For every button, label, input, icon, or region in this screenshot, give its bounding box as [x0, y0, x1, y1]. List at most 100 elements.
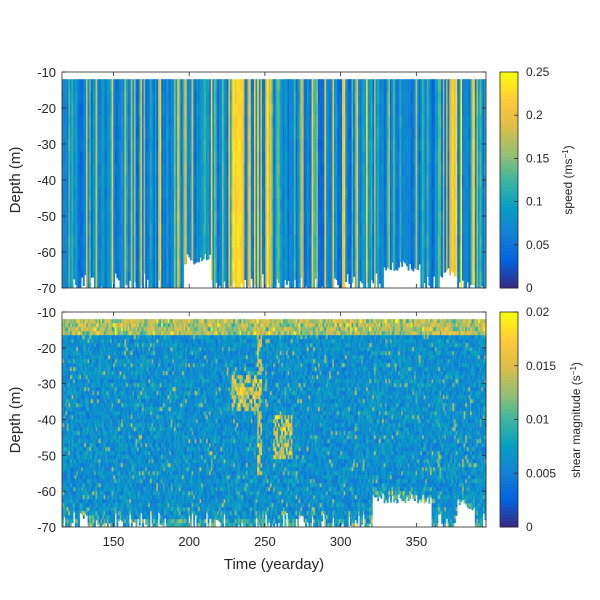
speed-colorbar-step — [500, 248, 518, 252]
speed-cell — [350, 283, 352, 288]
speed-cell — [222, 283, 224, 288]
speed-colorbar-step — [500, 214, 518, 218]
speed-colorbar-step — [500, 123, 518, 127]
speed-y-tick-label: -40 — [37, 173, 56, 188]
speed-colorbar-step — [500, 254, 518, 258]
speed-cell — [444, 271, 446, 272]
speed-colorbar-step — [500, 72, 518, 76]
speed-colorbar-step — [500, 224, 518, 228]
speed-colorbar-tick-label: 0.05 — [526, 238, 550, 252]
speed-cell — [358, 283, 360, 288]
speed-colorbar-step — [500, 96, 518, 100]
speed-colorbar-step — [500, 143, 518, 147]
speed-colorbar-step — [500, 92, 518, 96]
speed-colorbar-step — [500, 173, 518, 177]
speed-cell — [182, 283, 184, 288]
speed-colorbar-step — [500, 268, 518, 272]
speed-cell — [425, 283, 427, 288]
speed-cell — [240, 283, 242, 288]
speed-cell — [275, 283, 277, 288]
speed-colorbar-step — [500, 217, 518, 221]
speed-colorbar-step — [500, 160, 518, 164]
speed-colorbar-tick-label: 0.25 — [526, 65, 550, 79]
speed-cell — [369, 283, 371, 288]
speed-cell — [286, 283, 288, 285]
speed-cell — [156, 283, 158, 288]
speed-colorbar-step — [500, 258, 518, 262]
speed-colorbar-step — [500, 150, 518, 154]
speed-colorbar-step — [500, 82, 518, 86]
speed-cell — [299, 283, 301, 288]
speed-y-axis-label: Depth (m) — [7, 147, 24, 214]
speed-colorbar-step — [500, 271, 518, 275]
speed-cell — [201, 259, 203, 261]
speed-y-tick-label: -10 — [37, 65, 56, 80]
speed-colorbar-step — [500, 200, 518, 204]
speed-colorbar-step — [500, 278, 518, 282]
speed-cell — [422, 283, 424, 288]
speed-y-tick-label: -50 — [37, 209, 56, 224]
speed-colorbar-step — [500, 119, 518, 123]
speed-cell — [382, 283, 384, 288]
speed-colorbar-step — [500, 116, 518, 120]
speed-colorbar-step — [500, 177, 518, 181]
speed-cell — [465, 283, 467, 288]
speed-colorbar-step — [500, 204, 518, 208]
speed-colorbar-step — [500, 275, 518, 279]
speed-cell — [249, 283, 251, 288]
speed-cell — [110, 283, 112, 288]
speed-colorbar-step — [500, 241, 518, 245]
speed-colorbar-step — [500, 109, 518, 113]
speed-colorbar-tick-label: 0 — [526, 281, 533, 295]
speed-colorbar-step — [500, 102, 518, 106]
speed-cell — [182, 271, 184, 283]
speed-colorbar-step — [500, 207, 518, 211]
speed-colorbar-gradient — [500, 72, 518, 289]
speed-colorbar-step — [500, 261, 518, 265]
speed-colorbar-step — [500, 197, 518, 201]
speed-colorbar-step — [500, 167, 518, 171]
speed-cell — [232, 283, 234, 288]
speed-colorbar-step — [500, 231, 518, 235]
speed-colorbar-step — [500, 221, 518, 225]
speed-y-tick-label: -20 — [37, 101, 56, 116]
speed-cell — [313, 283, 315, 288]
speed-colorbar-step — [500, 113, 518, 117]
speed-y-tick-label: -30 — [37, 137, 56, 152]
speed-colorbar-step — [500, 251, 518, 255]
speed-cell — [72, 283, 74, 288]
speed-colorbar-step — [500, 153, 518, 157]
speed-cell — [432, 283, 434, 288]
speed-colorbar-step — [500, 129, 518, 133]
speed-colorbar-tick-label: 0.15 — [526, 151, 550, 165]
speed-colorbar-step — [500, 79, 518, 83]
speed-colorbar-tick-label: 0.2 — [526, 108, 543, 122]
speed-cell — [374, 283, 376, 288]
speed-colorbar-step — [500, 133, 518, 137]
speed-cell — [460, 283, 462, 288]
speed-colorbar-step — [500, 126, 518, 130]
speed-cell — [292, 283, 294, 288]
speed-colorbar-step — [500, 227, 518, 231]
speed-cell — [457, 283, 459, 288]
speed-y-tick-label: -60 — [37, 245, 56, 260]
speed-colorbar-step — [500, 234, 518, 238]
speed-cell — [344, 283, 346, 288]
speed-cell — [83, 283, 85, 286]
speed-cell — [243, 283, 245, 288]
speed-colorbar-step — [500, 75, 518, 79]
speed-colorbar-step — [500, 136, 518, 140]
speed-colorbar-step — [500, 163, 518, 167]
speed-cell — [377, 283, 379, 288]
speed-colorbar-step — [500, 140, 518, 144]
speed-colorbar-step — [500, 99, 518, 103]
speed-cell — [128, 283, 130, 288]
speed-cell — [145, 283, 147, 288]
speed-heatmap — [62, 79, 486, 288]
speed-y-tick-label: -70 — [37, 281, 56, 296]
speed-cell — [185, 259, 187, 264]
speed-cell — [198, 259, 200, 262]
speed-colorbar-step — [500, 194, 518, 198]
speed-cell — [332, 283, 334, 288]
